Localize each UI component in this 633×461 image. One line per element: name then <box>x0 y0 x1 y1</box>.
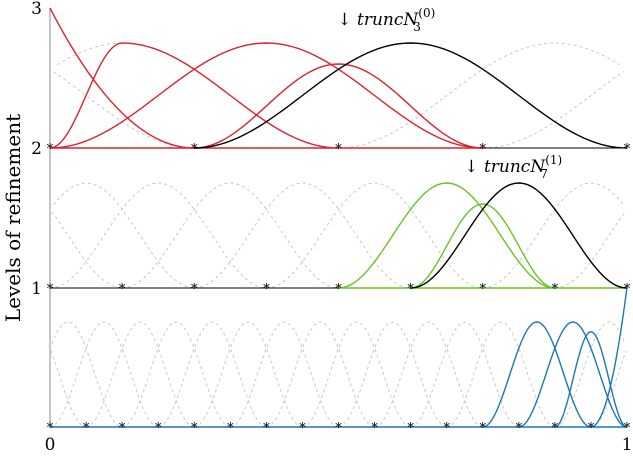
knot-marker-layer: * * * * * * * * * * * * * * * * * * * * * * * * * * * * * * * <box>47 142 631 436</box>
knot-marker: * <box>407 421 414 436</box>
ghost-basis-curve <box>53 71 195 149</box>
knot-marker: * <box>407 282 414 297</box>
annotation-text: truncN <box>484 157 546 177</box>
knot-marker: * <box>335 142 342 157</box>
axis-layer <box>49 8 627 428</box>
knot-marker: * <box>191 421 198 436</box>
annotation-arrow: ↓ <box>464 157 484 177</box>
knot-marker: * <box>480 421 487 436</box>
annotation-superscript: (0) <box>418 6 435 20</box>
annotation-label: ↓ truncN(0) 3 <box>337 6 435 34</box>
y-tick-label: 1 <box>31 279 42 299</box>
knot-marker: * <box>155 421 162 436</box>
knot-marker: * <box>335 421 342 436</box>
basis-curve-level2 <box>590 286 628 428</box>
basis-curve-level0 <box>49 42 339 149</box>
basis-curve-level1 <box>338 182 555 289</box>
knot-marker: * <box>83 421 90 436</box>
annotation-superscript: (1) <box>545 153 562 167</box>
ghost-basis-curve <box>49 182 267 289</box>
ghost-basis-curve <box>51 211 123 289</box>
knot-marker: * <box>588 421 595 436</box>
basis-curve-level0 <box>194 63 483 149</box>
knot-marker: * <box>299 421 306 436</box>
ghost-basis-curve <box>518 321 628 428</box>
ghost-basis-curve <box>302 321 411 428</box>
basis-curve-level0 <box>49 42 483 149</box>
knot-marker: * <box>624 282 631 297</box>
ghost-basis-curve <box>85 321 195 428</box>
knot-marker: * <box>480 282 487 297</box>
knot-marker: * <box>552 421 559 436</box>
ghost-basis-curve <box>230 321 339 428</box>
knot-marker: * <box>443 421 450 436</box>
ghost-basis-curve <box>266 321 375 428</box>
highlighted-basis-layer <box>49 7 628 428</box>
knot-marker: * <box>480 142 487 157</box>
y-axis-label: Levels of refinement <box>1 114 25 322</box>
ghost-basis-curve <box>266 182 483 289</box>
y-tick-label: 2 <box>31 139 42 159</box>
knot-marker: * <box>263 282 270 297</box>
knot-marker: * <box>47 142 54 157</box>
x-tick-label: 0 <box>45 435 56 455</box>
x-tick-label: 1 <box>622 435 633 455</box>
annotation-text: truncN <box>357 10 419 30</box>
knot-marker: * <box>47 282 54 297</box>
ghost-basis-curve <box>338 321 447 428</box>
ghost-basis-curve <box>338 182 555 289</box>
knot-marker: * <box>516 421 523 436</box>
ghost-basis-curve <box>56 42 339 149</box>
knot-marker: * <box>371 421 378 436</box>
knot-marker: * <box>552 282 559 297</box>
annotation-subscript: 3 <box>413 20 421 34</box>
ghost-basis-curve <box>158 321 267 428</box>
knot-marker: * <box>227 421 234 436</box>
knot-marker: * <box>624 421 631 436</box>
knot-marker: * <box>263 421 270 436</box>
basis-curve-level2 <box>482 321 592 428</box>
ghost-basis-curve <box>554 321 626 428</box>
ghost-basis-curve <box>122 182 339 289</box>
knot-marker: * <box>335 282 342 297</box>
basis-curve-level2 <box>518 321 628 428</box>
basis-curve-level1 <box>410 203 555 289</box>
basis-curve-level2 <box>554 331 628 428</box>
ghost-basis-curve <box>374 321 483 428</box>
ghost-basis-curve <box>410 182 628 289</box>
ghost-basis-curve <box>49 42 483 149</box>
ghost-basis-curve <box>49 321 159 428</box>
ghost-basis-curve <box>338 42 621 149</box>
knot-marker: * <box>191 142 198 157</box>
ghost-basis-curve <box>50 350 87 428</box>
ghost-basis-curve <box>51 321 123 428</box>
annotation-label: ↓ truncN(1) 7 <box>464 153 562 181</box>
ghost-basis-curve <box>122 321 231 428</box>
ghost-basis-curve <box>194 42 628 149</box>
knot-marker: * <box>119 421 126 436</box>
knot-marker: * <box>119 282 126 297</box>
ghost-basis-curve <box>410 321 519 428</box>
knot-marker: * <box>624 142 631 157</box>
ghost-basis-curve <box>554 211 626 289</box>
basis-curve-truncated <box>410 182 628 289</box>
y-tick-label: 3 <box>31 0 42 19</box>
ghost-basis-curve <box>194 321 303 428</box>
ghost-basis-curve <box>53 182 195 289</box>
ghost-basis-curve <box>446 321 555 428</box>
knot-marker: * <box>191 282 198 297</box>
annotation-arrow: ↓ <box>337 10 357 30</box>
ghost-basis-curve <box>482 182 624 289</box>
basis-curve-level0 <box>49 7 195 149</box>
ghost-basis-curve <box>194 182 411 289</box>
ghost-basis-layer <box>49 42 628 428</box>
basis-curve-truncated <box>194 42 628 149</box>
ghost-basis-curve <box>482 71 624 149</box>
knot-marker: * <box>47 421 54 436</box>
annotation-subscript: 7 <box>540 167 548 181</box>
